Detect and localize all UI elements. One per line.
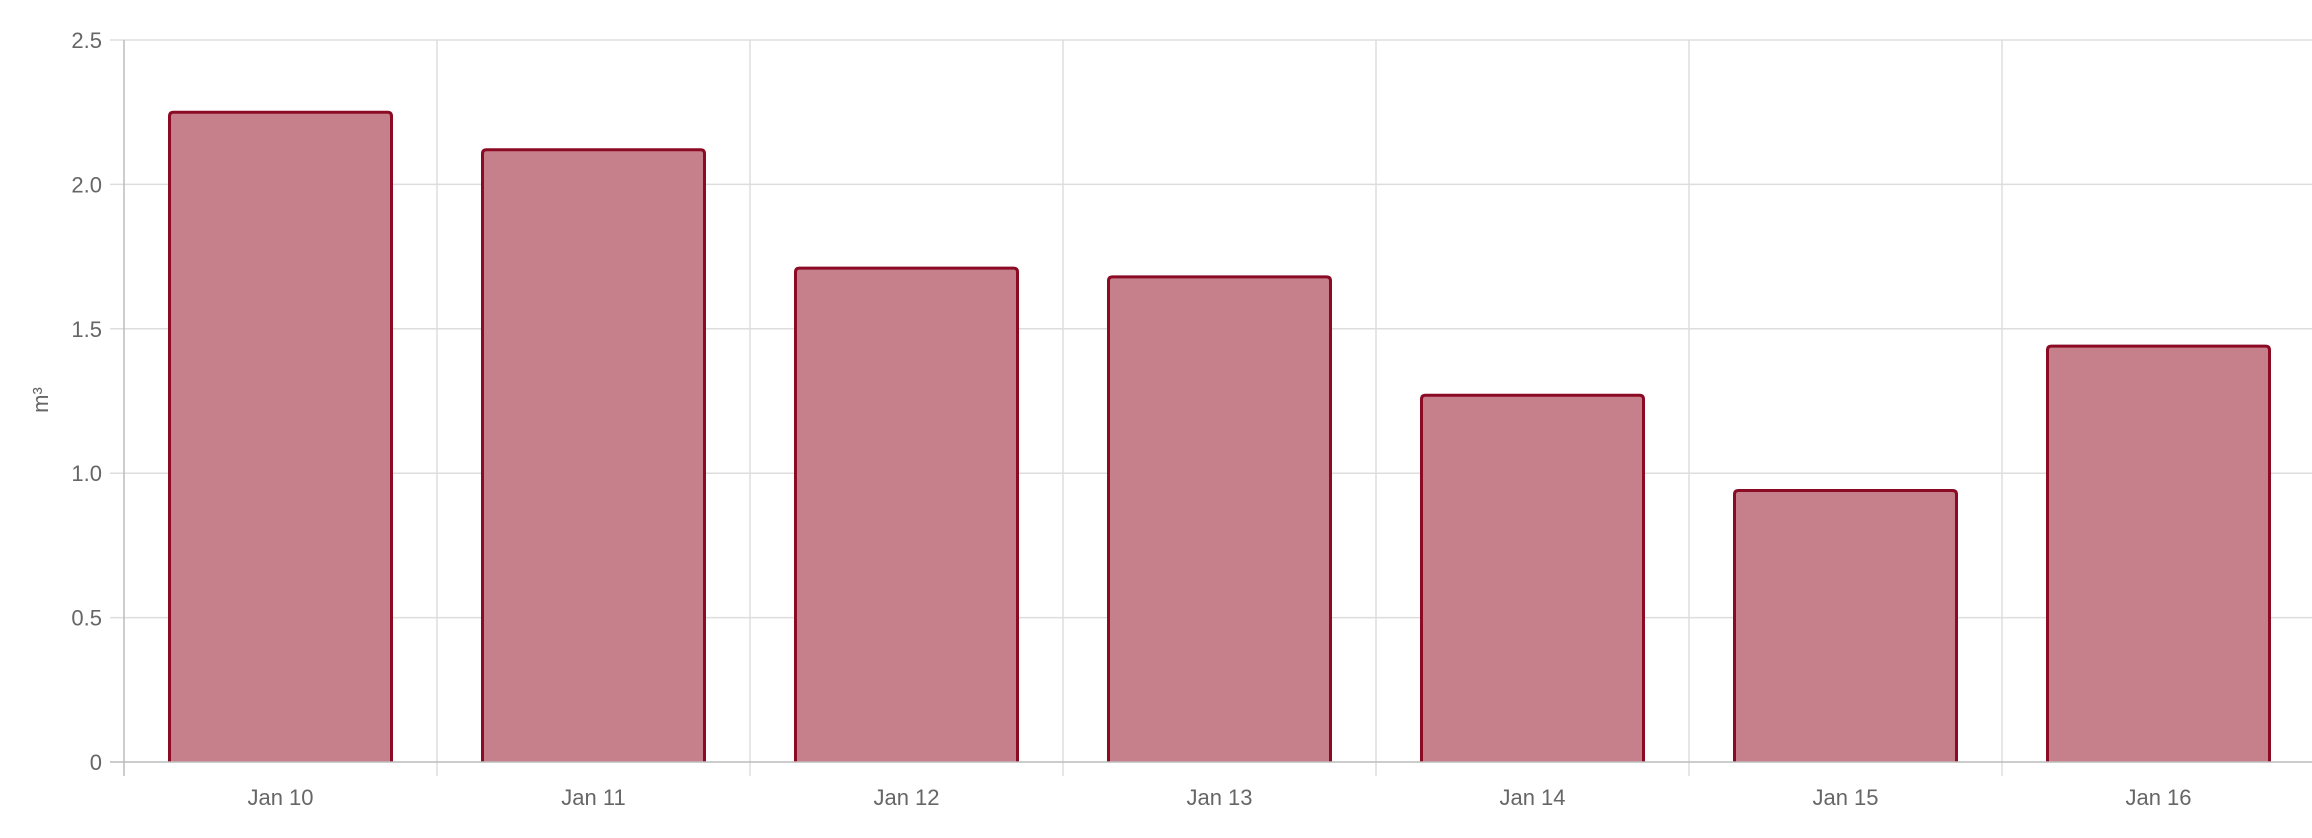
bar-jan-11 (482, 149, 705, 762)
bar-jan-13 (1108, 276, 1331, 762)
y-tick-label: 1.0 (71, 461, 102, 486)
y-tick-label: 0.5 (71, 606, 102, 631)
bar-jan-14 (1421, 395, 1644, 762)
y-axis-title: m³ (28, 387, 53, 413)
bar-jan-12 (795, 268, 1018, 762)
y-tick-labels: 0 0.5 1.0 1.5 2.0 2.5 (71, 28, 102, 775)
x-tick-label: Jan 12 (873, 785, 939, 810)
axes (110, 40, 2312, 776)
bar-border (794, 266, 1019, 762)
y-tick-label: 2.0 (71, 172, 102, 197)
bar-border (2046, 344, 2271, 762)
x-tick-labels: Jan 10 Jan 11 Jan 12 Jan 13 Jan 14 Jan 15 Jan … (247, 785, 2191, 810)
y-tick-label: 1.5 (71, 317, 102, 342)
bar-jan-16 (2047, 346, 2270, 762)
bars (168, 110, 2271, 762)
x-tick-label: Jan 10 (247, 785, 313, 810)
x-tick-label: Jan 13 (1186, 785, 1252, 810)
bar-jan-15 (1734, 490, 1957, 762)
x-tick-label: Jan 11 (561, 785, 625, 810)
bar-border (168, 110, 393, 762)
bar-border (1107, 275, 1332, 762)
y-tick-label: 2.5 (71, 28, 102, 53)
x-tick-label: Jan 14 (1499, 785, 1565, 810)
x-tick-label: Jan 15 (1812, 785, 1878, 810)
bar-border (1420, 393, 1645, 762)
bar-border (481, 148, 706, 762)
y-tick-label: 0 (90, 750, 102, 775)
x-tick-label: Jan 16 (2125, 785, 2191, 810)
bar-border (1733, 489, 1958, 762)
bar-jan-10 (169, 112, 392, 762)
